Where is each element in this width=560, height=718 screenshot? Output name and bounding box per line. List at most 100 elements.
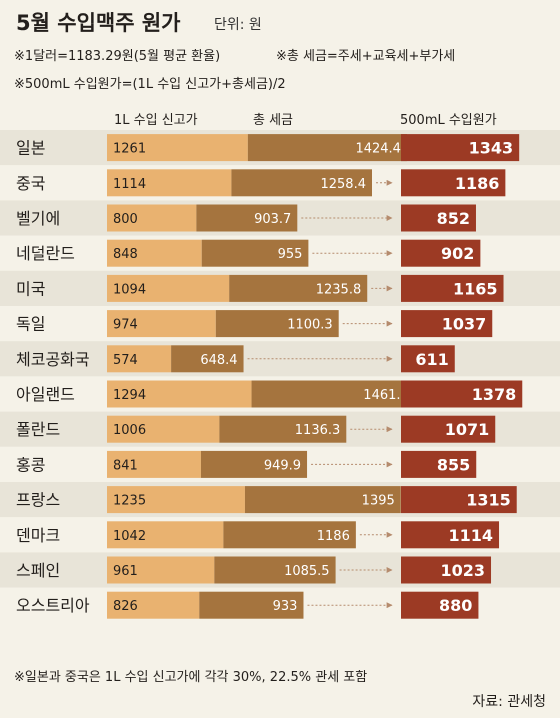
country-label: 독일 bbox=[16, 315, 45, 334]
tax-bar bbox=[231, 169, 372, 197]
cost-bar bbox=[401, 204, 476, 232]
declared-column-header: 1L 수입 신고가 bbox=[114, 113, 198, 128]
country-label: 체코공화국 bbox=[16, 350, 90, 369]
chart-rows: 일본 1261 1424.4 1343 중국 1114 1258.4 1186 벨기에 800 90… bbox=[16, 134, 523, 619]
tax-value-label: 949.9 bbox=[264, 458, 301, 473]
country-label: 아일랜드 bbox=[16, 385, 75, 404]
declared-value-label: 1294 bbox=[113, 388, 146, 403]
cost-value-label: 1343 bbox=[469, 139, 514, 158]
chart-title: 5월 수입맥주 원가 bbox=[16, 11, 181, 35]
tax-value-label: 1186 bbox=[317, 529, 350, 544]
cost-value-label: 880 bbox=[439, 596, 472, 615]
declared-bar bbox=[107, 591, 200, 619]
cost-value-label: 1378 bbox=[472, 385, 517, 404]
cost-bar bbox=[401, 415, 496, 443]
cost-value-label: 852 bbox=[437, 209, 470, 228]
tax-bar bbox=[223, 521, 356, 549]
cost-value-label: 1037 bbox=[442, 315, 487, 334]
unit-label: 단위: 원 bbox=[214, 17, 262, 33]
country-label: 폴란드 bbox=[16, 420, 60, 439]
declared-bar bbox=[107, 274, 230, 302]
tax-value-label: 1258.4 bbox=[320, 177, 366, 192]
tax-value-label: 1136.3 bbox=[295, 423, 341, 438]
declared-bar bbox=[107, 521, 224, 549]
tax-value-label: 933 bbox=[273, 599, 298, 614]
cost-bar bbox=[401, 274, 504, 302]
cost-bar bbox=[401, 556, 492, 584]
declared-bar bbox=[107, 345, 172, 373]
chart-header: 5월 수입맥주 원가 단위: 원 ※1달러=1183.29원(5월 평균 환율)… bbox=[14, 11, 497, 128]
cost-value-label: 1186 bbox=[455, 174, 500, 193]
declared-value-label: 800 bbox=[113, 212, 138, 227]
tax-bar bbox=[171, 345, 244, 373]
country-label: 미국 bbox=[16, 279, 45, 298]
country-label: 오스트리아 bbox=[16, 596, 90, 615]
cost-bar bbox=[401, 134, 520, 162]
tax-bar bbox=[200, 450, 308, 478]
tax-bar bbox=[214, 556, 336, 584]
country-label: 덴마크 bbox=[16, 526, 60, 545]
country-label: 스페인 bbox=[16, 561, 60, 580]
declared-bar bbox=[107, 204, 197, 232]
declared-bar bbox=[107, 450, 201, 478]
cost-bar bbox=[401, 345, 455, 373]
declared-bar bbox=[107, 415, 220, 443]
tax-value-label: 955 bbox=[278, 247, 303, 262]
cost-value-label: 1071 bbox=[445, 420, 490, 439]
declared-bar bbox=[107, 169, 232, 197]
cost-value-label: 1023 bbox=[440, 561, 485, 580]
tax-value-label: 903.7 bbox=[254, 212, 291, 227]
cost-value-label: 611 bbox=[415, 350, 448, 369]
tax-value-label: 1424.4 bbox=[355, 142, 401, 157]
tax-bar bbox=[244, 486, 401, 514]
tax-value-label: 1100.3 bbox=[287, 318, 333, 333]
declared-bar bbox=[107, 310, 216, 338]
declared-bar bbox=[107, 486, 245, 514]
declared-value-label: 841 bbox=[113, 458, 138, 473]
declared-value-label: 974 bbox=[113, 318, 138, 333]
tax-value-label: 648.4 bbox=[200, 353, 237, 368]
cost-column-header: 500mL 수입원가 bbox=[400, 113, 497, 128]
tax-value-label: 1235.8 bbox=[316, 282, 362, 297]
tax-definition-note: ※총 세금=주세+교육세+부가세 bbox=[276, 49, 455, 64]
cost-value-label: 855 bbox=[437, 455, 470, 474]
declared-bar bbox=[107, 380, 252, 408]
cost-bar bbox=[401, 521, 500, 549]
tax-bar bbox=[201, 239, 309, 267]
declared-value-label: 1006 bbox=[113, 423, 146, 438]
declared-bar bbox=[107, 134, 248, 162]
tax-value-label: 1395 bbox=[362, 494, 395, 509]
declared-value-label: 1235 bbox=[113, 494, 146, 509]
tax-value-label: 1085.5 bbox=[284, 564, 330, 579]
declared-value-label: 1042 bbox=[113, 529, 146, 544]
declared-bar bbox=[107, 239, 202, 267]
declared-value-label: 848 bbox=[113, 247, 138, 262]
cost-bar bbox=[401, 450, 477, 478]
cost-bar bbox=[401, 380, 523, 408]
cost-value-label: 1315 bbox=[466, 491, 511, 510]
country-label: 홍콩 bbox=[16, 455, 45, 474]
cost-value-label: 902 bbox=[441, 244, 474, 263]
declared-value-label: 1261 bbox=[113, 142, 146, 157]
declared-value-label: 826 bbox=[113, 599, 138, 614]
tax-bar bbox=[219, 415, 347, 443]
exchange-rate-note: ※1달러=1183.29원(5월 평균 환율) bbox=[14, 49, 220, 64]
tax-bar bbox=[215, 310, 339, 338]
cost-bar bbox=[401, 310, 493, 338]
tax-bar bbox=[199, 591, 304, 619]
tax-bar bbox=[247, 134, 407, 162]
declared-value-label: 961 bbox=[113, 564, 138, 579]
cost-bar bbox=[401, 169, 506, 197]
cost-value-label: 1165 bbox=[453, 279, 498, 298]
tax-bar bbox=[196, 204, 298, 232]
country-label: 프랑스 bbox=[16, 491, 60, 510]
country-label: 중국 bbox=[16, 174, 45, 193]
source-label: 자료: 관세청 bbox=[472, 694, 546, 710]
chart-footer: ※일본과 중국은 1L 수입 신고가에 각각 30%, 22.5% 관세 포함 … bbox=[14, 670, 546, 710]
declared-value-label: 1114 bbox=[113, 177, 146, 192]
tax-bar bbox=[229, 274, 368, 302]
cost-formula-note: ※500mL 수입원가=(1L 수입 신고가+총세금)/2 bbox=[14, 77, 286, 92]
declared-bar bbox=[107, 556, 215, 584]
declared-value-label: 574 bbox=[113, 353, 138, 368]
